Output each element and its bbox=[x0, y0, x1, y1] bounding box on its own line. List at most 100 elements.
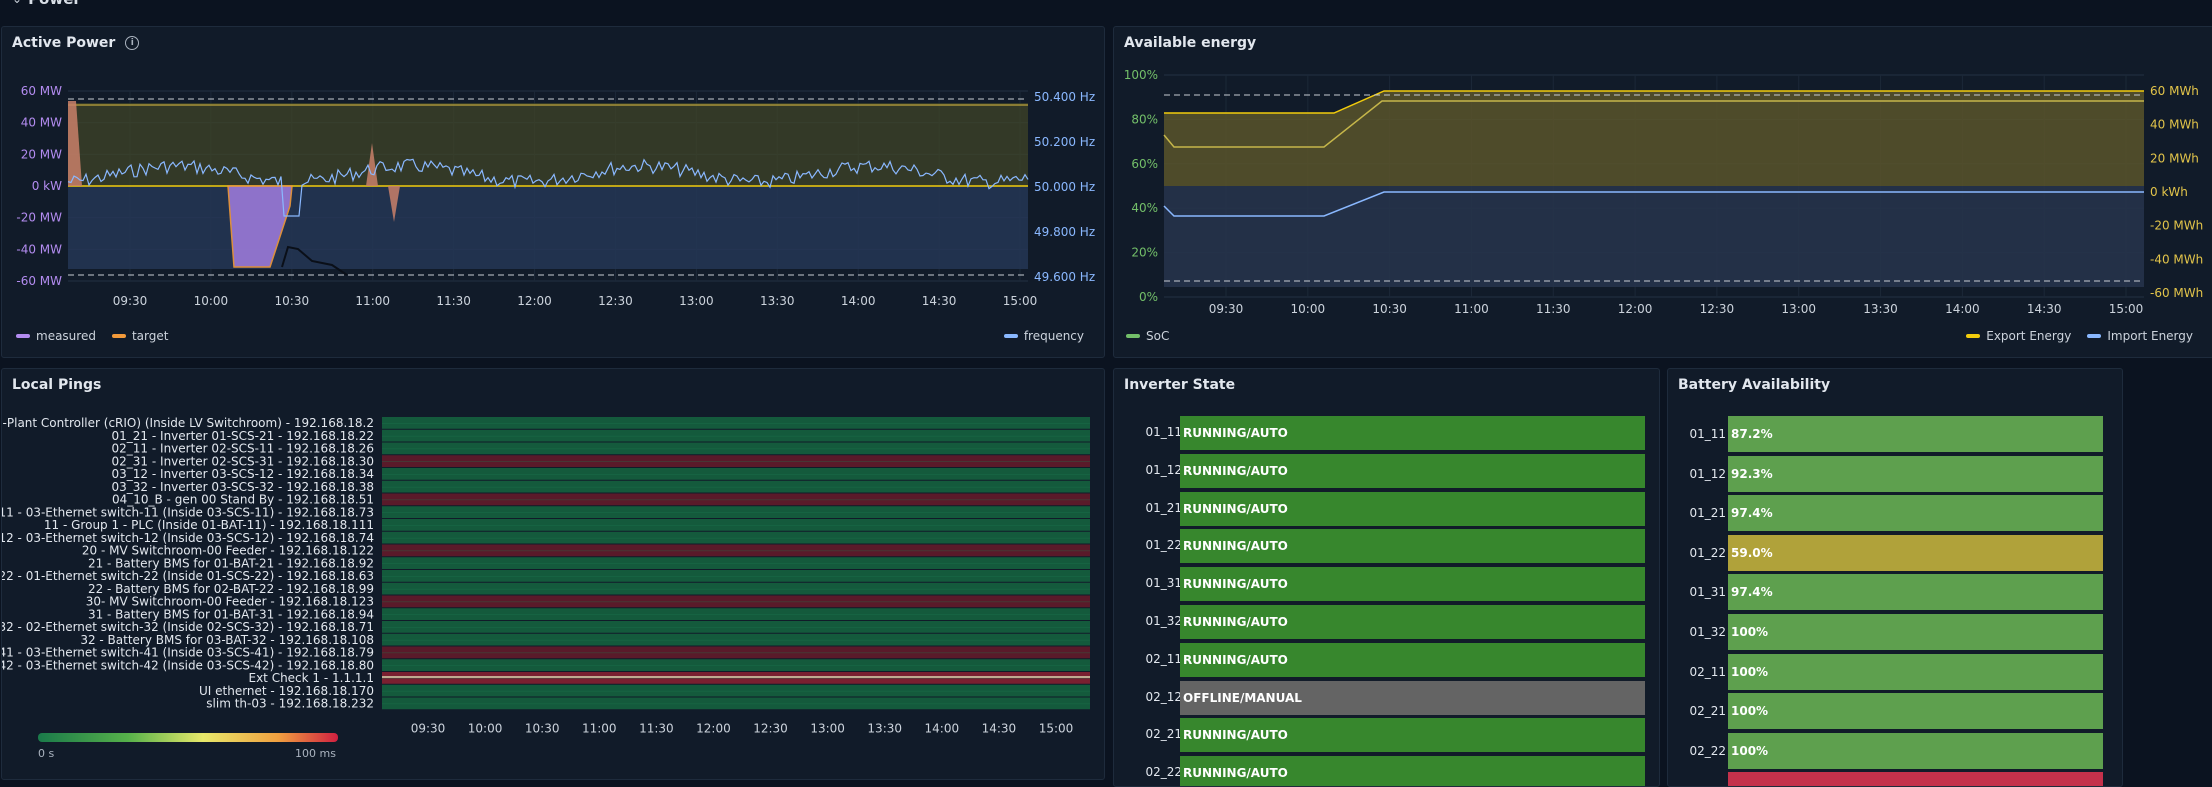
inverter-state-row[interactable]: 02_11 RUNNING/AUTO bbox=[1114, 642, 1645, 677]
available-energy-chart[interactable]: 100% 80% 60% 40% 20% 0% 60 MWh 40 MWh 20 MWh 0 kW… bbox=[1114, 27, 2212, 327]
battery-availability-row[interactable]: 01_32 100% bbox=[1668, 614, 2103, 652]
y-left-tick-label: 60 MW bbox=[21, 84, 62, 98]
ping-row-cell bbox=[382, 480, 1090, 493]
legend-right: frequency bbox=[1003, 329, 1084, 343]
ping-row-cell bbox=[382, 493, 1090, 506]
inverter-state-row[interactable]: 02_12 OFFLINE/MANUAL bbox=[1114, 680, 1645, 715]
upper-threshold-band bbox=[68, 103, 1028, 186]
legend-item-measured[interactable]: measured bbox=[16, 329, 96, 343]
y-left-tick-label: 0% bbox=[1139, 290, 1158, 304]
x-tick-label: 10:30 bbox=[525, 721, 560, 735]
y-right-tick-label: 0 kWh bbox=[2150, 185, 2188, 199]
battery-availability-row[interactable]: 02_11 100% bbox=[1668, 653, 2103, 692]
battery-availability-bar: 100% bbox=[1728, 732, 2103, 769]
y-right-tick-label: 49.600 Hz bbox=[1034, 270, 1095, 284]
y-left-tick-label: -40 MW bbox=[16, 242, 62, 256]
import-energy-line bbox=[1163, 191, 2144, 217]
inverter-label: 02_22 bbox=[1145, 765, 1182, 780]
section-header-power[interactable]: ⌄ Power bbox=[0, 0, 81, 10]
inverter-state-row[interactable]: 01_31 RUNNING/AUTO bbox=[1114, 567, 1645, 602]
available-energy-panel[interactable]: Available energy 100% 80% 60% 40% 20% 0% 60 MW… bbox=[1113, 26, 2212, 358]
chevron-down-icon[interactable]: ⌄ bbox=[12, 0, 22, 6]
inverter-state-bar: OFFLINE/MANUAL bbox=[1180, 680, 1645, 715]
ping-row-cell bbox=[382, 570, 1090, 582]
battery-availability-row[interactable]: 01_12 92.3% bbox=[1668, 455, 2103, 494]
ping-row-label: 0-Plant Controller (cRIO) (Inside LV Swi… bbox=[2, 416, 374, 430]
x-tick-label: 14:00 bbox=[1945, 302, 1980, 316]
section-title: Power bbox=[28, 0, 81, 8]
inverter-label: 01_12 bbox=[1145, 462, 1182, 477]
inverter-state-panel[interactable]: Inverter State 01_11 RUNNING/AUTO 01_12 RUN… bbox=[1113, 368, 1660, 787]
ping-row-cell bbox=[382, 544, 1090, 557]
inverter-state-row[interactable]: 01_32 RUNNING/AUTO bbox=[1114, 605, 1645, 639]
y-left-tick-label: 100% bbox=[1124, 68, 1158, 82]
inverter-state-row[interactable]: 01_12 RUNNING/AUTO bbox=[1114, 453, 1645, 488]
ping-row-label: 20 - MV Switchroom-00 Feeder - 192.168.1… bbox=[82, 544, 374, 558]
x-tick-label: 09:30 bbox=[411, 721, 446, 735]
battery-availability-row[interactable]: 01_31 97.4% bbox=[1668, 574, 2103, 612]
battery-availability-row[interactable]: 01_11 87.2% bbox=[1668, 416, 2103, 454]
x-tick-label: 14:00 bbox=[841, 294, 876, 308]
battery-label: 02_11 bbox=[1689, 664, 1726, 679]
battery-availability-row[interactable]: 02_21 100% bbox=[1668, 693, 2103, 731]
active-power-panel[interactable]: Active Power i 60 MW 40 MW 20 MW 0 kW -20 MW… bbox=[1, 26, 1105, 358]
battery-label: 01_21 bbox=[1689, 506, 1726, 521]
x-tick-label: 14:30 bbox=[922, 294, 957, 308]
inverter-state-bar: RUNNING/AUTO bbox=[1180, 605, 1645, 639]
inverter-state-row[interactable]: 01_11 RUNNING/AUTO bbox=[1114, 416, 1645, 450]
y-left-tick-label: -20 MW bbox=[16, 211, 62, 225]
ping-row-cell bbox=[382, 455, 1090, 467]
x-tick-label: 15:00 bbox=[1003, 294, 1038, 308]
ping-row-label: 31 - Battery BMS for 01-BAT-31 - 192.168… bbox=[88, 607, 374, 621]
ping-row-cell bbox=[382, 684, 1090, 697]
info-icon[interactable]: i bbox=[125, 36, 140, 50]
battery-availability-bar: 97.4% bbox=[1728, 495, 2103, 532]
ping-row-label: 41 - 03-Ethernet switch-41 (Inside 03-SC… bbox=[2, 646, 374, 660]
inverter-label: 01_31 bbox=[1145, 576, 1182, 591]
inverter-state-row[interactable]: 02_21 RUNNING/AUTO bbox=[1114, 718, 1645, 753]
battery-availability-row[interactable]: 02_22 100% bbox=[1668, 732, 2103, 771]
measured-line bbox=[281, 245, 348, 276]
legend-item-target[interactable]: target bbox=[111, 329, 168, 343]
x-tick-label: 14:30 bbox=[2027, 302, 2062, 316]
x-tick-label: 11:00 bbox=[1454, 302, 1489, 316]
legend-item-export-energy[interactable]: Export Energy bbox=[1966, 329, 2071, 343]
ping-row-label: 22 - Battery BMS for 02-BAT-22 - 192.168… bbox=[88, 582, 374, 596]
battery-availability-panel[interactable]: Battery Availability 01_11 87.2% 01_12 92.3… bbox=[1667, 368, 2123, 787]
y-right-tick-label: 49.800 Hz bbox=[1034, 225, 1095, 239]
local-pings-heatmap[interactable]: 0-Plant Controller (cRIO) (Inside LV Swi… bbox=[2, 369, 1104, 779]
ping-row-cell bbox=[382, 633, 1090, 646]
legend-item-frequency[interactable]: frequency bbox=[1003, 329, 1084, 343]
export-area bbox=[1164, 91, 2144, 186]
inverter-state-row[interactable]: 02_22 RUNNING/AUTO bbox=[1114, 756, 1645, 786]
scale-min-label: 0 s bbox=[38, 747, 54, 760]
ping-row-cell bbox=[382, 506, 1090, 518]
ping-row-label: 04_10_B - gen 00 Stand By - 192.168.18.5… bbox=[112, 493, 374, 507]
ping-row-cell bbox=[382, 582, 1090, 595]
x-tick-label: 14:30 bbox=[982, 721, 1017, 735]
battery-availability-bar: 92.3% bbox=[1728, 455, 2103, 492]
battery-availability-bar: 100% bbox=[1728, 653, 2103, 690]
legend-item-import-energy[interactable]: Import Energy bbox=[2087, 329, 2193, 343]
x-tick-label: 13:00 bbox=[810, 721, 845, 735]
local-pings-panel[interactable]: Local Pings 0-Plant Controller (cRIO) (I… bbox=[1, 368, 1105, 780]
legend-item-soc[interactable]: SoC bbox=[1126, 329, 1169, 343]
battery-availability-row[interactable]: 01_22 59.0% bbox=[1668, 534, 2103, 573]
y-right-tick-label: 50.400 Hz bbox=[1034, 90, 1095, 104]
x-tick-label: 10:00 bbox=[194, 294, 229, 308]
battery-availability-row[interactable]: 01_21 97.4% bbox=[1668, 495, 2103, 533]
inverter-state-bar: RUNNING/AUTO bbox=[1180, 718, 1645, 753]
ping-row-cell bbox=[382, 557, 1090, 569]
inverter-state-bar: RUNNING/AUTO bbox=[1180, 529, 1645, 564]
import-band bbox=[1164, 186, 2144, 287]
ping-row-cell bbox=[382, 672, 1090, 684]
x-tick-label: 12:30 bbox=[598, 294, 633, 308]
ping-row-label: 30- MV Switchroom-00 Feeder - 192.168.18… bbox=[86, 595, 374, 609]
y-right-tick-label: -40 MWh bbox=[2150, 252, 2203, 266]
battery-availability-row[interactable] bbox=[1668, 772, 2103, 786]
ping-row-cell bbox=[382, 531, 1090, 544]
inverter-state-row[interactable]: 01_21 RUNNING/AUTO bbox=[1114, 491, 1645, 526]
ping-row-label: 12 - 03-Ethernet switch-12 (Inside 03-SC… bbox=[2, 531, 374, 545]
inverter-state-row[interactable]: 01_22 RUNNING/AUTO bbox=[1114, 529, 1645, 564]
active-power-chart[interactable]: 60 MW 40 MW 20 MW 0 kW -20 MW -40 MW -60 MW 50.… bbox=[2, 27, 1104, 327]
